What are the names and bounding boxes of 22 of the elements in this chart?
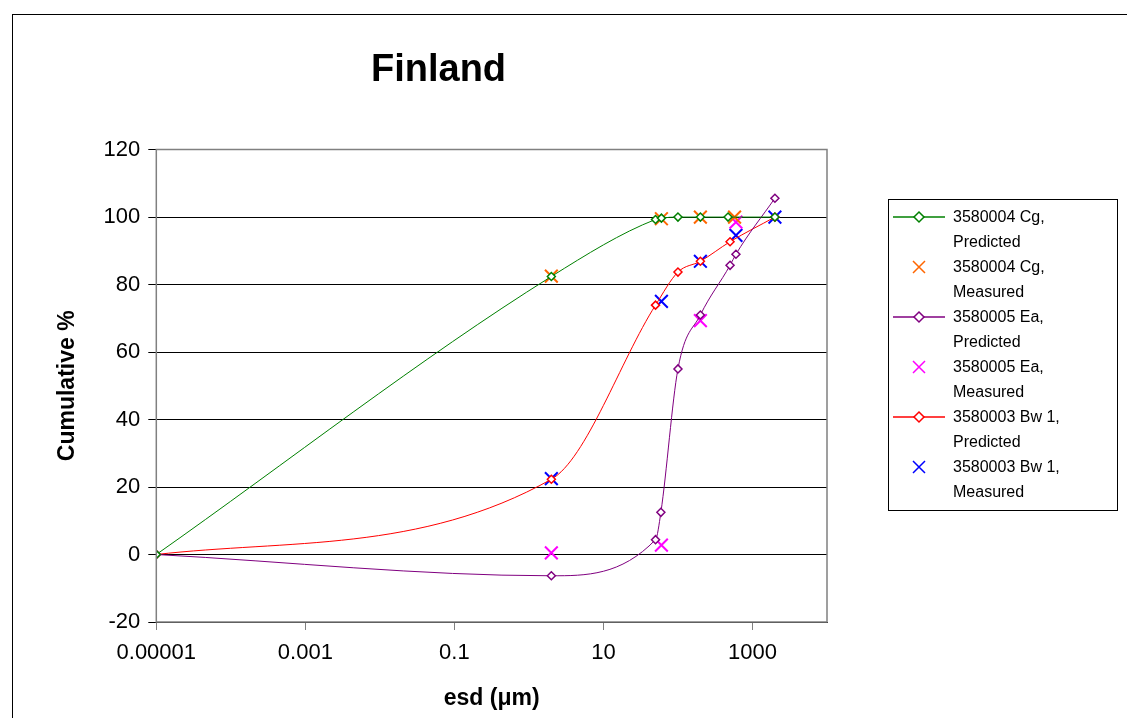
- y-tick-label: 120: [103, 135, 141, 161]
- x-tick-label: 1000: [728, 639, 777, 665]
- chart-title: Finland: [370, 47, 507, 90]
- y-tick-label: 80: [115, 270, 141, 296]
- y-axis-title: Cumulative %: [53, 310, 80, 462]
- legend-label: 3580003 Bw 1, Predicted: [953, 407, 1061, 452]
- x-tick-label: 0.00001: [116, 639, 197, 665]
- legend-label: 3580005 Ea, Predicted: [953, 307, 1045, 352]
- y-tick-label: 40: [115, 405, 141, 431]
- x-tick-label: 10: [591, 639, 616, 665]
- legend-label: 3580003 Bw 1, Measured: [953, 457, 1061, 502]
- y-tick-label: 20: [115, 473, 141, 499]
- x-tick-label: 0.001: [277, 639, 333, 665]
- y-tick-label: 100: [103, 203, 141, 229]
- legend-label: 3580005 Ea, Measured: [953, 357, 1045, 402]
- legend-label: 3580004 Cg, Measured: [953, 257, 1046, 302]
- y-tick-label: 0: [128, 540, 141, 566]
- legend-label: 3580004 Cg, Predicted: [953, 207, 1046, 252]
- x-tick-label: 0.1: [439, 639, 470, 665]
- y-tick-label: -20: [108, 608, 141, 634]
- y-tick-label: 60: [115, 338, 141, 364]
- x-axis-title: esd (μm): [443, 683, 540, 710]
